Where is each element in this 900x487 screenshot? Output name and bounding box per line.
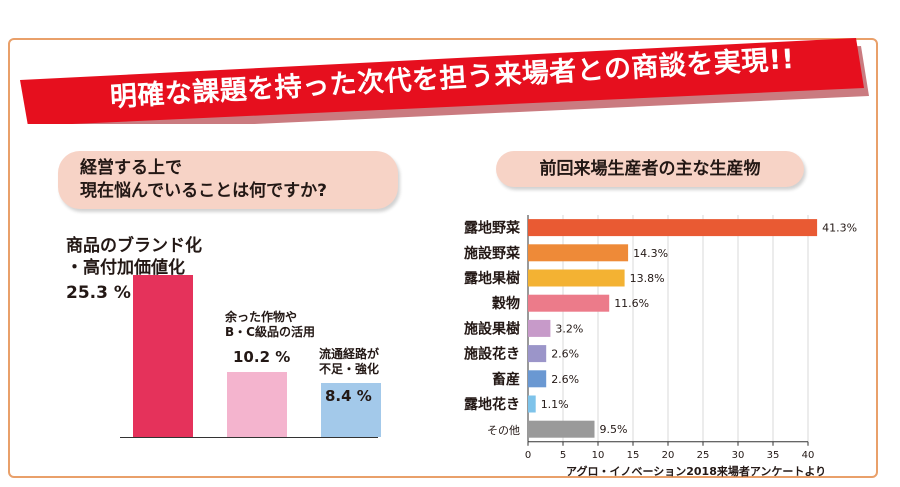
category-label: 施設野菜 <box>464 245 521 262</box>
x-tick-label: 25 <box>697 450 710 461</box>
product-bar <box>528 420 595 438</box>
worry-bar <box>321 383 381 437</box>
product-bar <box>528 319 551 337</box>
headline-banner: 明確な課題を持った次代を担う来場者との商談を実現!! <box>14 6 874 124</box>
value-label: 2.6% <box>551 373 579 386</box>
x-tick-label: 30 <box>732 450 745 461</box>
right-chart-title: 前回来場生産者の主な生産物 <box>539 159 761 179</box>
product-bar <box>528 395 536 413</box>
product-bar <box>528 294 610 312</box>
value-label: 13.8% <box>630 272 665 285</box>
content-frame <box>8 38 878 478</box>
worry-bar-label: 流通経路が <box>319 347 380 361</box>
x-tick-label: 40 <box>802 450 815 461</box>
worry-bar-label: 不足・強化 <box>319 362 380 376</box>
x-tick-label: 10 <box>592 450 605 461</box>
product-bar <box>528 244 629 262</box>
source-note: アグロ・イノベーション2018来場者アンケートより <box>566 465 827 478</box>
category-label: 露地果樹 <box>464 270 520 287</box>
x-tick-label: 0 <box>525 450 531 461</box>
category-label: 穀物 <box>492 295 520 312</box>
product-bar <box>528 345 547 363</box>
value-label: 2.6% <box>551 348 579 361</box>
category-label: 畜産 <box>492 371 520 388</box>
category-label: 施設果樹 <box>464 320 520 337</box>
question-line-2: 現在悩んでいることは何ですか? <box>80 181 328 201</box>
product-bar <box>528 219 818 237</box>
value-label: 41.3% <box>822 222 857 235</box>
value-label: 9.5% <box>600 423 628 436</box>
value-label: 14.3% <box>633 247 668 260</box>
worry-bar <box>227 372 287 437</box>
banner-shape <box>20 38 869 124</box>
product-bar <box>528 269 625 287</box>
category-label: 施設花き <box>464 346 520 363</box>
x-tick-label: 20 <box>662 450 675 461</box>
worry-bar-label: ・高付加価値化 <box>66 258 185 278</box>
x-tick-label: 15 <box>627 450 640 461</box>
category-label: 露地野菜 <box>464 220 521 237</box>
products-bar-chart: 0 5 10 15 20 25 30 35 40 露地野菜 41.3% 施設野菜 14.3% 露地果樹 13… <box>464 215 857 461</box>
worry-bar-value: 25.3 % <box>66 283 131 303</box>
value-label: 1.1% <box>541 398 569 411</box>
worry-bar-label: 商品のブランド化 <box>66 236 202 256</box>
category-label: 露地花き <box>464 396 520 413</box>
x-tick-label: 5 <box>560 450 566 461</box>
product-bar <box>528 370 547 388</box>
value-label: 11.6% <box>614 297 649 310</box>
question-pill: 経営する上で 現在悩んでいることは何ですか? <box>58 151 398 209</box>
right-chart-title-pill: 前回来場生産者の主な生産物 <box>496 151 804 187</box>
question-line-1: 経営する上で <box>80 158 182 178</box>
worry-bar-value: 8.4 % <box>325 387 372 405</box>
x-tick-label: 35 <box>767 450 780 461</box>
category-label: その他 <box>487 424 520 437</box>
worry-bar <box>133 275 193 437</box>
worry-bar-label: B・C級品の活用 <box>225 325 315 339</box>
value-label: 3.2% <box>555 322 583 335</box>
worry-bar-value: 10.2 % <box>233 348 291 366</box>
left-chart-baseline <box>120 437 378 438</box>
worry-bar-label: 余った作物や <box>225 310 298 324</box>
